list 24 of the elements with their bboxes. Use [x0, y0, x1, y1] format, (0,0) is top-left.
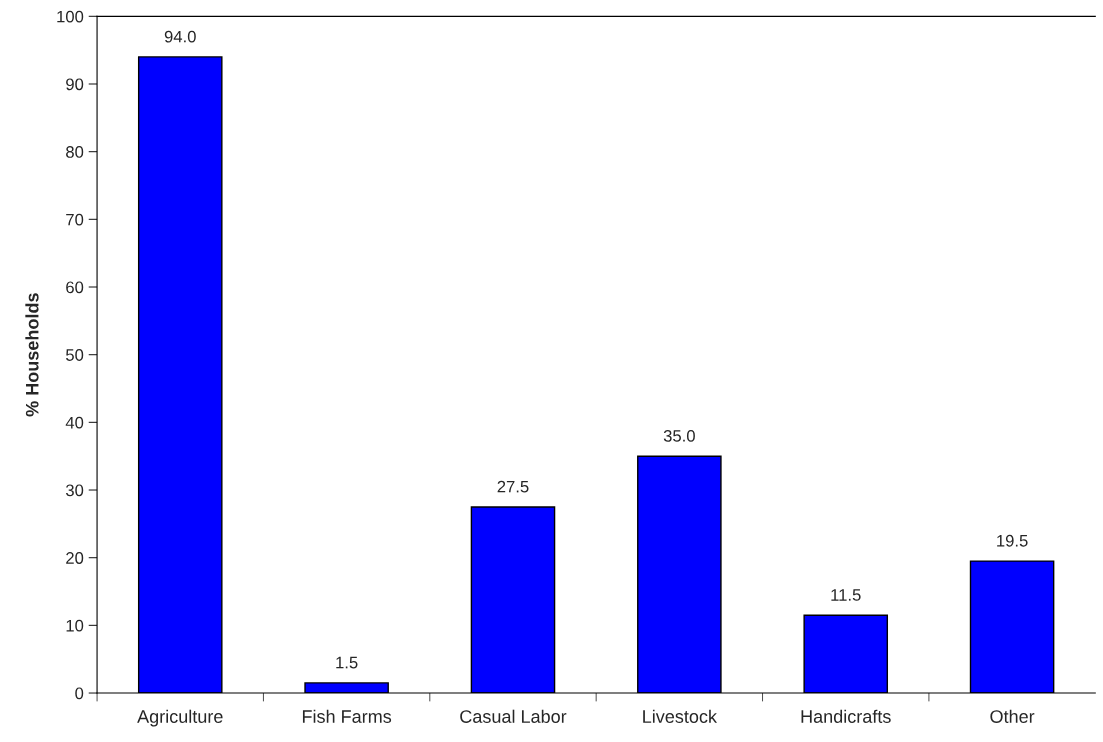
- y-tick-label: 70: [66, 213, 84, 226]
- y-tick-label: 0: [75, 687, 84, 700]
- x-tick-label: Livestock: [643, 709, 718, 723]
- data-label: 19.5: [997, 534, 1028, 547]
- y-axis-title: % Households: [25, 293, 39, 417]
- x-tick-label: Fish Farms: [302, 709, 392, 723]
- x-tick-label: Agriculture: [137, 709, 223, 727]
- y-tick-label: 10: [66, 619, 84, 632]
- y-tick-label: 40: [65, 416, 84, 429]
- y-tick-label: 90: [66, 78, 84, 91]
- y-tick-label: 50: [66, 349, 84, 361]
- y-tick-label: 60: [66, 281, 84, 294]
- data-label: 1.5: [336, 656, 358, 669]
- data-label: 11.5: [831, 589, 861, 601]
- x-tick-label: Handicrafts: [801, 709, 891, 723]
- y-tick-label: 80: [66, 146, 84, 158]
- y-tick-label: 30: [65, 484, 84, 497]
- data-label: 94.0: [164, 30, 196, 43]
- x-tick-label: Casual Labor: [460, 709, 567, 723]
- data-label: 27.5: [497, 480, 529, 493]
- y-tick-label: 20: [66, 552, 84, 564]
- data-label: 35.0: [663, 429, 695, 442]
- x-tick-label: Other: [990, 709, 1035, 723]
- y-tick-label: 100: [57, 10, 84, 23]
